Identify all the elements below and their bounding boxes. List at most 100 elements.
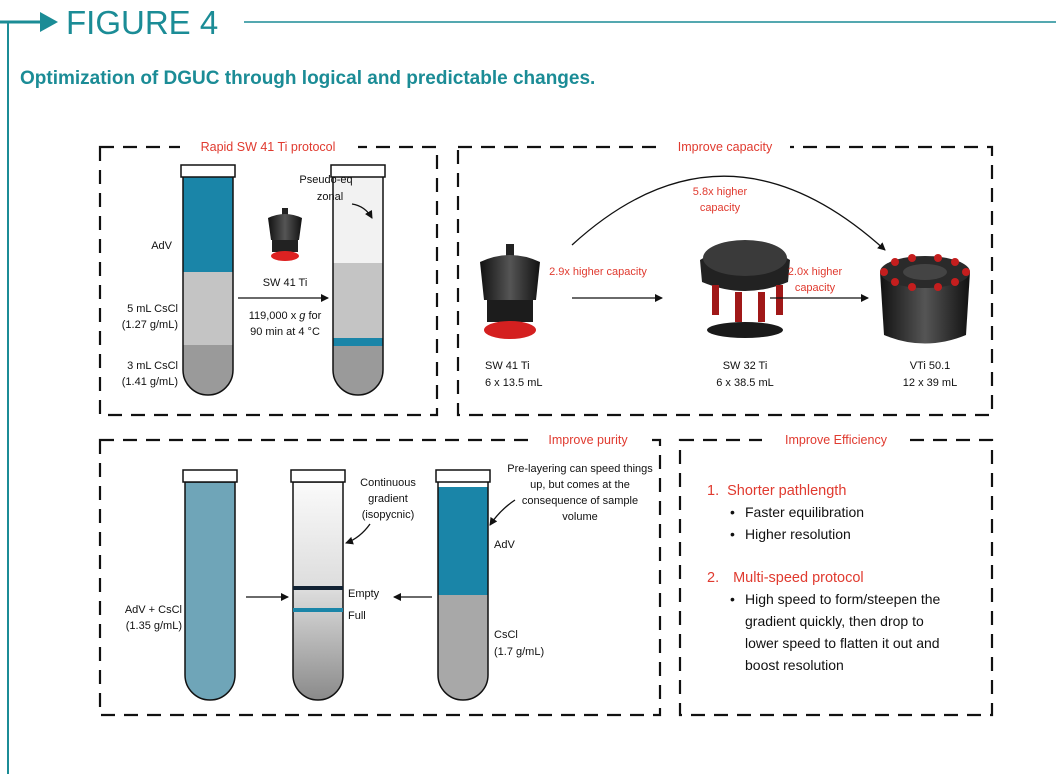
shape — [98, 438, 662, 717]
label: Multi-speed protocol — [733, 570, 864, 586]
label: Pre-layering can speed things — [507, 463, 653, 475]
label: 119,000 x — [249, 310, 300, 322]
label: for — [305, 310, 321, 322]
label: SW 32 Ti — [723, 360, 768, 372]
tube — [182, 469, 238, 701]
shape — [908, 283, 916, 291]
shape — [951, 258, 959, 266]
shape — [292, 481, 344, 701]
label: 1. — [707, 483, 719, 499]
rotor-icon — [268, 208, 302, 261]
rotor-sw32 — [700, 240, 790, 338]
label: SW 41 Ti — [263, 277, 308, 289]
shape — [333, 338, 383, 346]
shape — [438, 487, 488, 595]
shape — [438, 595, 488, 700]
label: (1.27 g/mL) — [122, 319, 178, 331]
label: CsCl — [494, 629, 518, 641]
label: gradient — [368, 493, 408, 505]
shape — [934, 283, 942, 291]
label: 6 x 38.5 mL — [716, 377, 773, 389]
shape — [183, 345, 233, 395]
shape — [290, 469, 346, 483]
shape — [282, 208, 288, 218]
panel-title: Improve Efficiency — [785, 433, 888, 447]
label: up, but comes at the — [530, 479, 630, 491]
shape — [484, 321, 536, 339]
shape — [333, 346, 383, 395]
bullet: • — [730, 526, 735, 542]
arrow — [571, 175, 886, 251]
shape — [903, 264, 947, 280]
shape — [272, 240, 298, 252]
shape — [506, 244, 514, 258]
label: 2. — [707, 570, 719, 586]
shape — [951, 278, 959, 286]
shape — [333, 263, 383, 338]
label: zonal — [317, 191, 343, 203]
shape — [180, 138, 358, 156]
shape — [330, 164, 386, 178]
shape — [183, 272, 233, 345]
panel-title: Rapid SW 41 Ti protocol — [201, 140, 336, 154]
shape — [293, 586, 343, 590]
label: volume — [562, 511, 597, 523]
tube — [290, 469, 346, 701]
shape — [891, 278, 899, 286]
shape — [40, 12, 58, 32]
shape — [332, 177, 384, 396]
shape — [776, 285, 783, 315]
label: AdV — [151, 240, 172, 252]
shape: 2. Multi-speed protocol — [707, 570, 864, 586]
label: SW 41 Ti — [485, 360, 530, 372]
shape — [293, 608, 343, 612]
shape — [707, 322, 783, 338]
shape — [908, 254, 916, 262]
label: Pseudo-eq — [299, 174, 352, 186]
label: Full — [348, 610, 366, 622]
shape — [678, 438, 994, 717]
shape — [660, 138, 790, 156]
label: 2.0x higher — [788, 266, 843, 278]
label: 5 mL CsCl — [127, 303, 178, 315]
shape — [712, 285, 719, 315]
label: 90 min at 4 °C — [250, 326, 320, 338]
label: Faster equilibration — [745, 504, 864, 520]
shape — [184, 481, 236, 701]
shape — [530, 431, 645, 449]
shape — [437, 482, 489, 701]
shape — [435, 469, 491, 483]
arrow — [351, 203, 373, 219]
tube — [330, 164, 386, 396]
label: boost resolution — [745, 657, 844, 673]
bullet: • — [730, 591, 735, 607]
shape — [934, 254, 942, 262]
tube — [180, 164, 236, 396]
label: Continuous — [360, 477, 416, 489]
label: VTi 50.1 — [910, 360, 951, 372]
label: 3 mL CsCl — [127, 360, 178, 372]
label: gradient quickly, then drop to — [745, 613, 924, 629]
label: High speed to form/steepen the — [745, 591, 941, 607]
label: 2.9x higher capacity — [549, 266, 647, 278]
shape — [480, 255, 540, 300]
label: (1.7 g/mL) — [494, 646, 544, 658]
label: (1.41 g/mL) — [122, 376, 178, 388]
shape — [758, 292, 765, 322]
label: (1.35 g/mL) — [126, 620, 182, 632]
shape — [268, 214, 302, 240]
label: 12 x 39 mL — [903, 377, 957, 389]
panel-title: Improve purity — [548, 433, 628, 447]
label: Higher resolution — [745, 526, 851, 542]
shape — [182, 177, 234, 396]
shape — [880, 272, 970, 344]
shape — [487, 300, 533, 322]
shape — [182, 469, 238, 483]
label: capacity — [700, 202, 741, 214]
arrow — [345, 523, 371, 545]
figure-title: Optimization of DGUC through logical and… — [20, 68, 595, 89]
shape — [183, 177, 233, 272]
label: (isopycnic) — [362, 509, 415, 521]
shape — [735, 292, 742, 322]
